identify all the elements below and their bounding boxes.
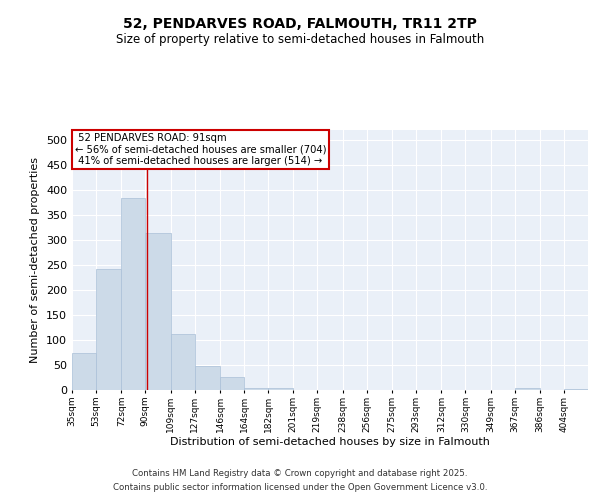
Bar xyxy=(96,269,121,390)
Text: 52, PENDARVES ROAD, FALMOUTH, TR11 2TP: 52, PENDARVES ROAD, FALMOUTH, TR11 2TP xyxy=(123,18,477,32)
Bar xyxy=(515,388,540,390)
Bar xyxy=(194,366,220,390)
Text: Contains HM Land Registry data © Crown copyright and database right 2025.: Contains HM Land Registry data © Crown c… xyxy=(132,468,468,477)
Text: Contains public sector information licensed under the Open Government Licence v3: Contains public sector information licen… xyxy=(113,484,487,492)
Text: Size of property relative to semi-detached houses in Falmouth: Size of property relative to semi-detach… xyxy=(116,32,484,46)
Bar xyxy=(72,352,96,390)
Y-axis label: Number of semi-detached properties: Number of semi-detached properties xyxy=(31,157,40,363)
Bar xyxy=(145,232,170,390)
Bar xyxy=(121,198,145,390)
Text: 52 PENDARVES ROAD: 91sqm
← 56% of semi-detached houses are smaller (704)
 41% of: 52 PENDARVES ROAD: 91sqm ← 56% of semi-d… xyxy=(74,132,326,166)
X-axis label: Distribution of semi-detached houses by size in Falmouth: Distribution of semi-detached houses by … xyxy=(170,438,490,448)
Bar xyxy=(244,388,268,390)
Bar xyxy=(170,334,194,390)
Bar xyxy=(268,388,293,390)
Bar xyxy=(564,389,588,390)
Bar xyxy=(220,376,244,390)
